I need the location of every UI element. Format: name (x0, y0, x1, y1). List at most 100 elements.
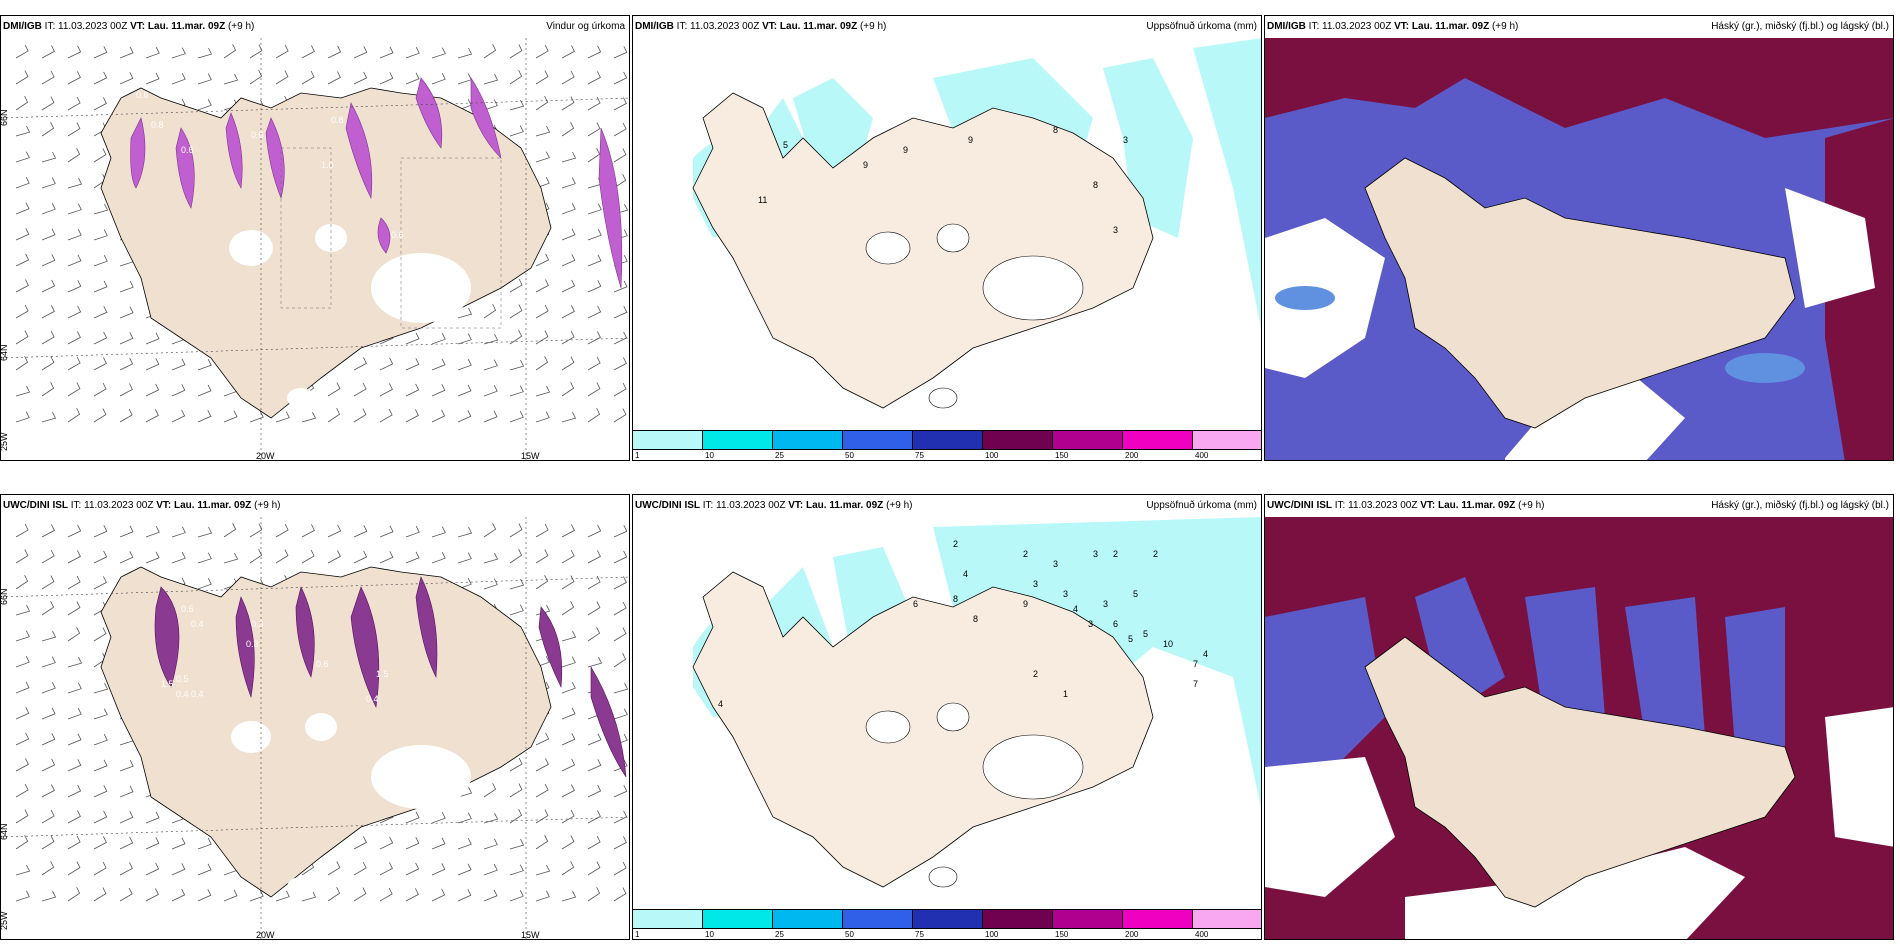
wind-barb (561, 524, 575, 538)
colorbar-tick-label: 200 (1125, 451, 1139, 460)
precip-values: 5 9 9 9 8 3 11 8 3 (758, 125, 1128, 235)
precip-value-label: 0.5 (176, 674, 189, 684)
wind-barb (587, 280, 602, 293)
precip-value-label: 3 (1063, 589, 1068, 599)
wind-barb (93, 148, 107, 163)
glaciers (229, 224, 471, 408)
wind-barb (509, 330, 523, 345)
wind-barb (587, 71, 601, 85)
precip-value-label: 3 (1093, 549, 1098, 559)
wind-barb (67, 177, 83, 189)
wind-barb (587, 524, 602, 538)
wind-barb (509, 523, 523, 538)
wind-barb (561, 758, 576, 772)
wind-barb (119, 525, 134, 538)
wind-barb (197, 73, 212, 85)
wind-barb (67, 331, 81, 345)
wind-barb (327, 524, 342, 538)
wind-barb (613, 174, 627, 189)
precip-value-label: 9 (863, 160, 868, 170)
wind-barb (535, 549, 549, 564)
lon-label-25w: 25W (1, 432, 9, 451)
wind-barb (15, 575, 29, 590)
wind-barb (301, 70, 315, 85)
wind-barb (561, 305, 575, 319)
panel-header: UWC/DINI ISL IT: 11.03.2023 00Z VT: Lau.… (3, 500, 281, 511)
wind-barb (587, 122, 601, 137)
lon-label-15w: 15W (521, 930, 540, 940)
lon-label-20w: 20W (256, 930, 275, 940)
map-panel-wind-uwc: UWC/DINI ISL IT: 11.03.2023 00Z VT: Lau.… (0, 494, 630, 940)
wind-barb (483, 73, 499, 85)
wind-barb (41, 254, 56, 267)
wind-barb (145, 526, 160, 538)
colorbar-segment (913, 431, 983, 449)
colorbar-segment (913, 910, 983, 928)
wind-barb (93, 785, 108, 798)
wind-barb (67, 524, 82, 538)
wind-barb (67, 382, 81, 397)
wind-barb (145, 332, 160, 345)
wind-barb (587, 203, 602, 215)
wind-barb (15, 330, 29, 345)
wind-barb (405, 551, 420, 564)
colorbar-tick-label: 400 (1195, 930, 1209, 939)
wind-barb (119, 785, 134, 798)
wind-barb (301, 890, 317, 902)
wind-barb (483, 783, 497, 798)
wind-barb (587, 96, 601, 111)
wind-barb (483, 523, 497, 538)
wind-barb (561, 549, 575, 564)
wind-barb (457, 786, 473, 798)
wind-barb (15, 656, 30, 668)
wind-barb (93, 734, 108, 746)
wind-barb (405, 888, 419, 902)
map-panel-accum-uwc: UWC/DINI ISL IT: 11.03.2023 00Z VT: Lau.… (632, 494, 1262, 940)
wind-barb (509, 359, 525, 371)
wind-barb (353, 357, 367, 371)
wind-barb (509, 864, 524, 876)
wind-barb (561, 96, 575, 111)
wind-barb (15, 96, 29, 111)
wind-barb (171, 837, 186, 850)
precip-value-label: 7 (1193, 679, 1198, 689)
wind-barb (41, 784, 55, 798)
wind-barb (119, 72, 134, 85)
wind-barb (509, 838, 525, 850)
colorbar-segment (633, 431, 703, 449)
wind-barb (93, 836, 107, 850)
wind-barb (457, 384, 472, 397)
wind-barb (379, 72, 394, 85)
wind-barb (171, 888, 186, 902)
wind-barb (483, 838, 498, 850)
wind-barb (561, 356, 575, 371)
wind-barb (67, 148, 81, 163)
colorbar-segment (1053, 431, 1123, 449)
colorbar-tick-label: 1 (635, 451, 640, 460)
grid-lines (1, 517, 629, 939)
wind-barb (15, 890, 30, 902)
wind-barb (67, 254, 82, 267)
colorbar-segment (843, 910, 913, 928)
iceland-cloud-map (1265, 38, 1893, 460)
precip-values: 0.6 0.8 0.8 1.0 0.6 0.6 0.6 0.6 (71, 90, 404, 260)
wind-barb (483, 333, 499, 345)
wind-barb (41, 279, 56, 293)
colorbar-tick-label: 75 (915, 930, 924, 939)
wind-barb (145, 383, 160, 397)
wind-barb (379, 383, 393, 397)
wind-barb (119, 887, 133, 902)
wind-barb (587, 575, 601, 590)
wind-barb (405, 526, 420, 538)
wind-barb (171, 384, 186, 397)
precip-value-label: 2 (1153, 549, 1158, 559)
wind-barb (41, 758, 56, 772)
wind-barb (327, 45, 342, 59)
wind-barb (15, 202, 30, 215)
precip-value-label: 9 (903, 145, 908, 155)
wind-barb (613, 71, 628, 85)
wind-barb (457, 73, 472, 85)
wind-barb (587, 331, 601, 345)
wind-barb (613, 627, 627, 642)
wind-barb (535, 125, 551, 137)
